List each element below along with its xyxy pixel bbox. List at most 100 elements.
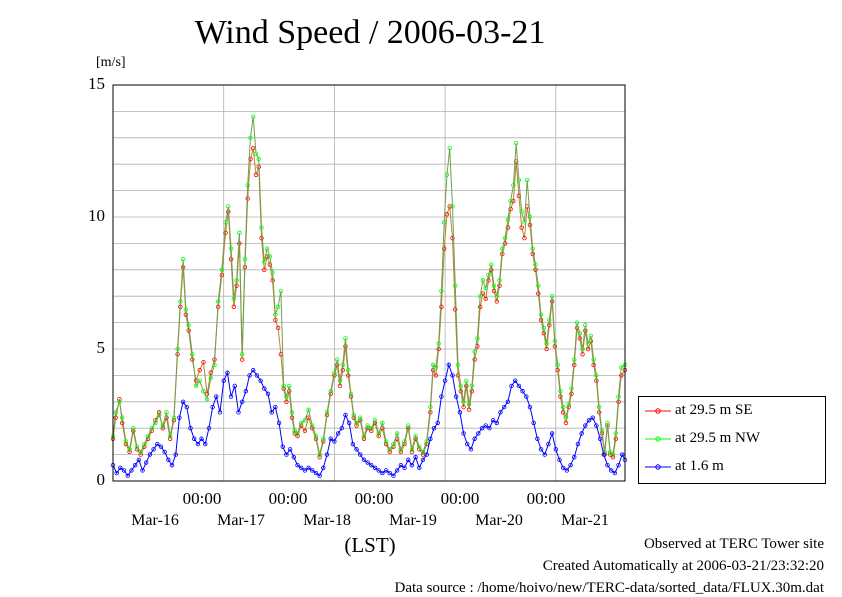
data-point <box>212 362 217 368</box>
data-point <box>332 439 337 444</box>
data-point <box>147 452 153 457</box>
data-point <box>265 391 271 397</box>
data-point <box>275 304 281 309</box>
data-point <box>287 383 292 389</box>
data-point <box>328 389 333 394</box>
data-point <box>446 362 451 368</box>
data-point <box>173 452 178 457</box>
data-point <box>113 410 118 415</box>
data-point <box>234 278 239 283</box>
data-point <box>134 444 140 449</box>
data-point <box>453 394 459 399</box>
data-point <box>575 441 581 447</box>
data-point <box>516 177 522 183</box>
data-point <box>409 447 415 452</box>
data-point <box>613 431 618 436</box>
data-point <box>321 436 326 441</box>
data-point <box>317 455 322 460</box>
data-point <box>239 399 245 404</box>
data-point <box>580 352 585 357</box>
data-point <box>251 146 256 151</box>
data-point <box>138 449 143 455</box>
data-point <box>583 423 588 428</box>
data-point <box>149 426 154 431</box>
data-point <box>620 452 625 457</box>
data-point <box>273 317 278 323</box>
legend-label-se: at 29.5 m SE <box>675 402 753 418</box>
data-point <box>566 402 571 407</box>
data-point <box>262 259 267 265</box>
data-point <box>527 214 533 220</box>
data-point <box>502 235 508 241</box>
data-point <box>450 235 455 241</box>
chart-title: Wind Speed / 2006-03-21 <box>194 14 546 51</box>
data-point <box>334 357 340 362</box>
data-point <box>158 444 164 449</box>
data-point <box>242 257 248 262</box>
data-point <box>428 436 433 441</box>
data-point <box>321 465 326 470</box>
data-point <box>522 235 527 241</box>
data-point <box>480 278 486 283</box>
data-point <box>210 404 215 410</box>
x-tick-time-label: 00:00 <box>354 489 394 508</box>
data-point <box>120 415 125 420</box>
data-point <box>332 370 337 375</box>
data-point <box>269 410 274 415</box>
data-point <box>270 270 275 275</box>
data-point <box>406 423 411 428</box>
data-point <box>339 426 344 431</box>
data-point <box>469 383 475 389</box>
data-point <box>203 441 208 447</box>
data-point <box>572 455 577 460</box>
data-point <box>190 352 195 357</box>
data-point <box>284 394 289 399</box>
data-point <box>346 420 352 426</box>
data-point <box>223 230 228 236</box>
data-point <box>361 433 367 439</box>
data-point <box>273 404 278 410</box>
data-point <box>558 394 563 399</box>
data-point <box>204 396 210 402</box>
data-point <box>131 426 136 431</box>
data-point <box>302 418 308 423</box>
data-point <box>358 415 363 420</box>
data-point <box>531 420 536 426</box>
data-point <box>278 288 284 294</box>
data-point <box>313 433 319 439</box>
data-point <box>234 283 239 288</box>
data-point <box>536 291 541 296</box>
data-point <box>258 378 263 383</box>
data-point <box>343 344 348 349</box>
data-point <box>225 370 230 375</box>
data-point <box>253 151 259 156</box>
data-point <box>391 441 396 447</box>
data-point <box>599 428 605 434</box>
data-point <box>458 383 463 389</box>
data-point <box>519 209 524 214</box>
data-point <box>594 373 599 378</box>
data-point <box>221 378 226 383</box>
data-point <box>608 449 613 455</box>
data-point <box>298 420 304 426</box>
data-point <box>541 330 547 336</box>
data-point <box>391 473 396 478</box>
data-point <box>560 404 566 410</box>
data-point <box>262 267 267 272</box>
data-point <box>447 204 452 209</box>
data-point <box>324 410 330 415</box>
data-point <box>180 399 186 404</box>
data-point <box>501 404 507 410</box>
legend-label-nw: at 29.5 m NW <box>675 430 760 446</box>
legend-entry-nw: at 29.5 m NW <box>639 429 825 449</box>
data-point <box>511 183 516 188</box>
data-point <box>372 418 378 423</box>
footer-site: Observed at TERC Tower site <box>643 536 824 552</box>
data-point <box>166 457 171 463</box>
data-point <box>486 278 491 283</box>
data-point <box>465 441 470 447</box>
data-point <box>444 212 450 217</box>
data-point <box>350 441 356 447</box>
data-point <box>169 462 175 468</box>
data-point <box>245 183 250 188</box>
